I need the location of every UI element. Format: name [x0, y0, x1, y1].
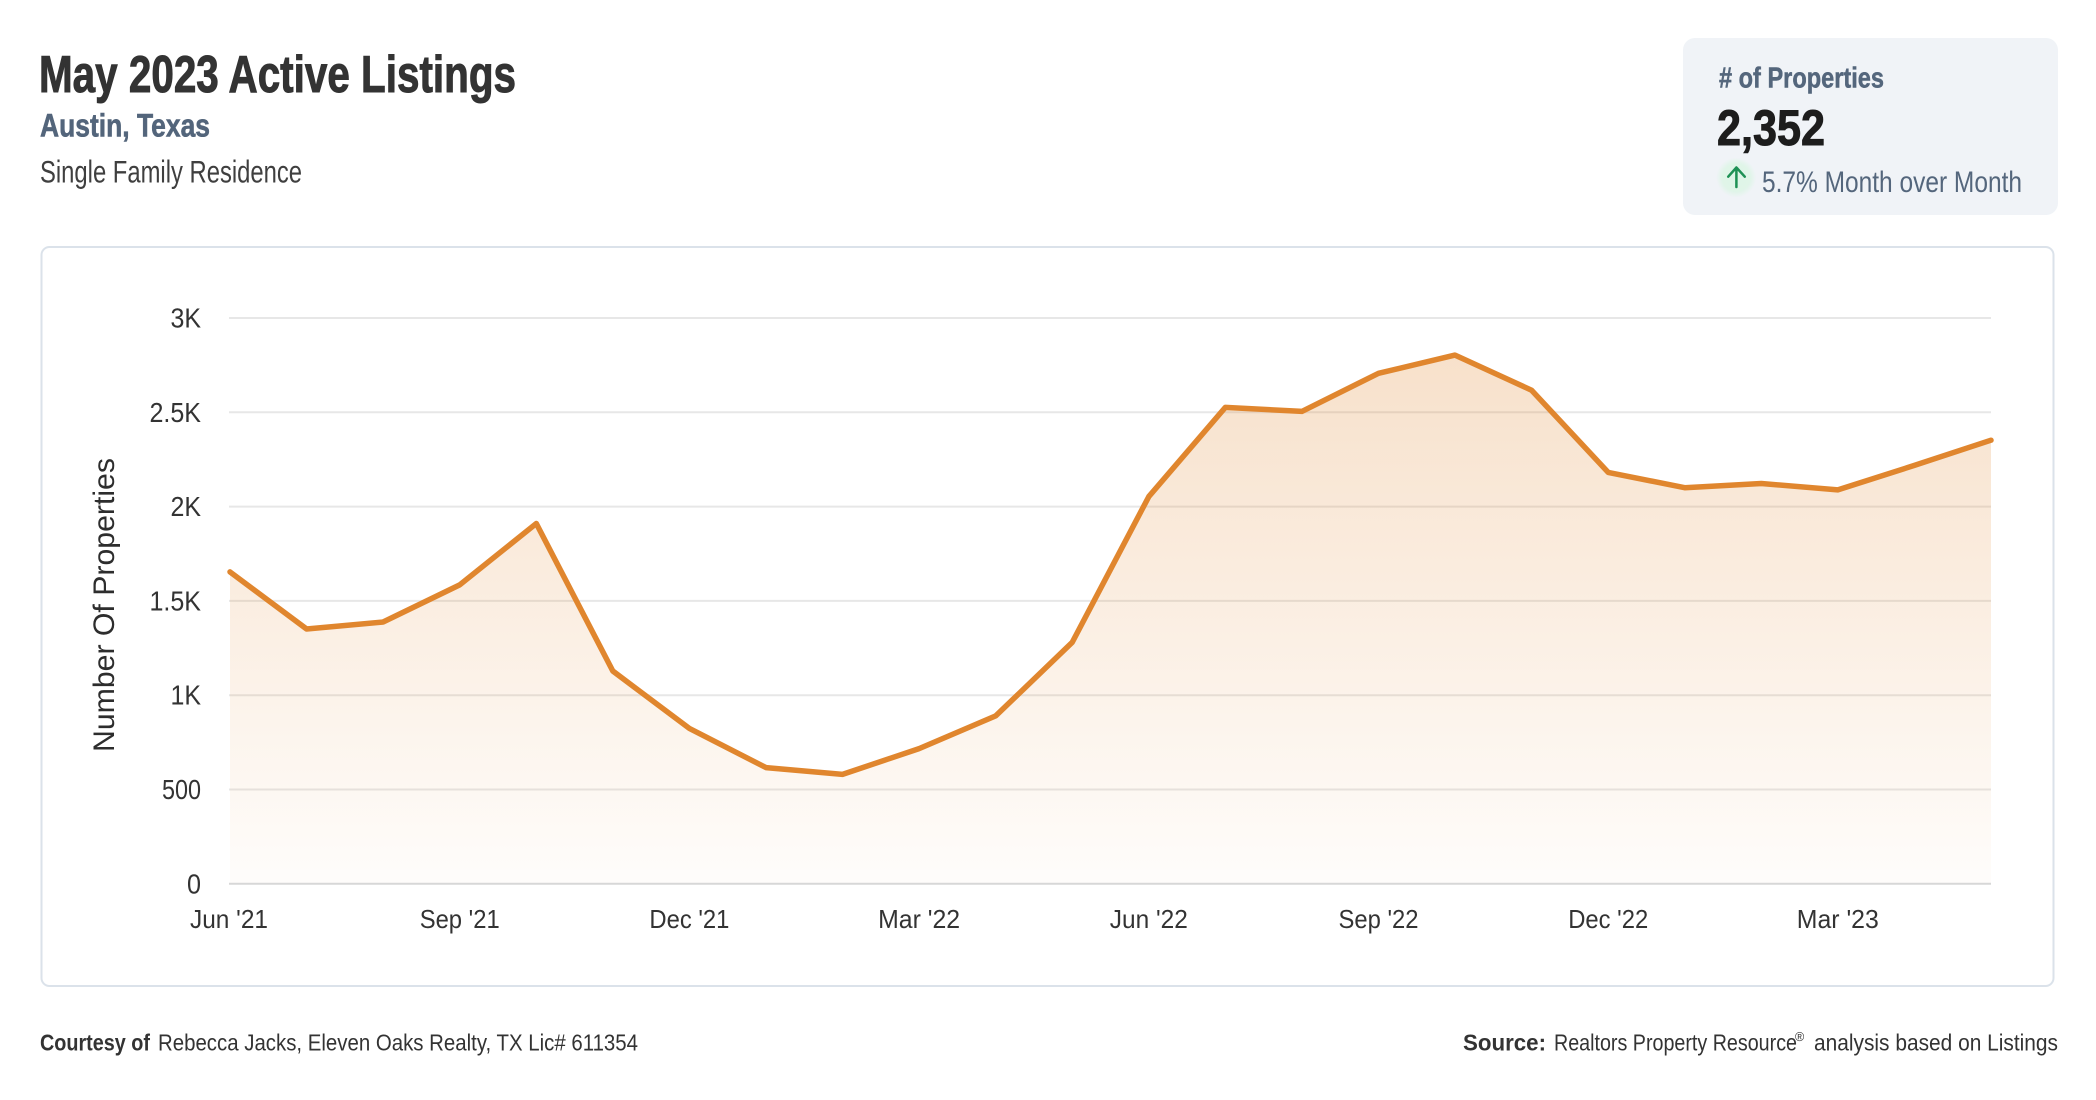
svg-text:May 2023 Active Listings: May 2023 Active Listings	[39, 46, 516, 104]
svg-text:1.5K: 1.5K	[150, 585, 202, 616]
svg-text:Dec '22: Dec '22	[1568, 904, 1648, 934]
svg-text:®: ®	[1795, 1030, 1805, 1044]
svg-text:# of Properties: # of Properties	[1719, 63, 1884, 95]
svg-text:Jun '21: Jun '21	[190, 904, 268, 934]
svg-text:0: 0	[187, 868, 201, 899]
svg-text:500: 500	[162, 774, 201, 805]
svg-text:Realtors Property Resource: Realtors Property Resource	[1554, 1030, 1797, 1056]
svg-text:Sep '21: Sep '21	[420, 904, 500, 934]
svg-text:2,352: 2,352	[1717, 99, 1825, 156]
svg-text:Austin, Texas: Austin, Texas	[40, 107, 210, 143]
svg-text:analysis based on Listings: analysis based on Listings	[1814, 1030, 2058, 1056]
svg-text:Source:: Source:	[1463, 1030, 1546, 1056]
svg-text:Mar '23: Mar '23	[1797, 904, 1879, 934]
svg-text:Mar '22: Mar '22	[878, 904, 960, 934]
svg-text:Dec '21: Dec '21	[649, 904, 729, 934]
svg-text:Rebecca Jacks, Eleven Oaks Rea: Rebecca Jacks, Eleven Oaks Realty, TX Li…	[158, 1030, 638, 1056]
svg-text:1K: 1K	[171, 680, 202, 711]
svg-text:3K: 3K	[171, 303, 202, 334]
svg-text:Sep '22: Sep '22	[1339, 904, 1419, 934]
svg-text:Jun '22: Jun '22	[1110, 904, 1188, 934]
svg-text:2K: 2K	[171, 491, 202, 522]
svg-text:5.7% Month over Month: 5.7% Month over Month	[1762, 166, 2022, 199]
svg-text:2.5K: 2.5K	[150, 397, 202, 428]
svg-text:Single Family Residence: Single Family Residence	[40, 153, 302, 189]
svg-text:Courtesy of: Courtesy of	[40, 1030, 150, 1056]
svg-text:Number Of Properties: Number Of Properties	[88, 458, 121, 752]
